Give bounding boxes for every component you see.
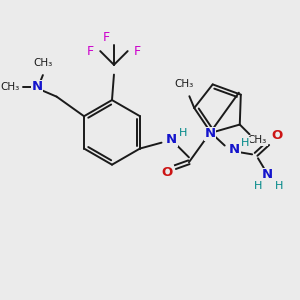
Text: H: H — [179, 128, 187, 138]
Text: CH₃: CH₃ — [33, 58, 52, 68]
Text: H: H — [241, 138, 250, 148]
Text: CH₃: CH₃ — [175, 80, 194, 89]
Text: F: F — [87, 45, 94, 58]
Text: N: N — [166, 133, 177, 146]
Text: F: F — [134, 45, 141, 58]
Text: H: H — [275, 181, 284, 191]
Text: F: F — [103, 31, 110, 44]
Text: N: N — [32, 80, 43, 93]
Text: O: O — [162, 166, 173, 178]
Text: N: N — [262, 168, 273, 182]
Text: N: N — [229, 143, 240, 156]
Text: O: O — [271, 129, 282, 142]
Text: CH₃: CH₃ — [0, 82, 19, 92]
Text: N: N — [205, 127, 216, 140]
Text: H: H — [254, 181, 262, 191]
Text: CH₃: CH₃ — [248, 135, 267, 145]
